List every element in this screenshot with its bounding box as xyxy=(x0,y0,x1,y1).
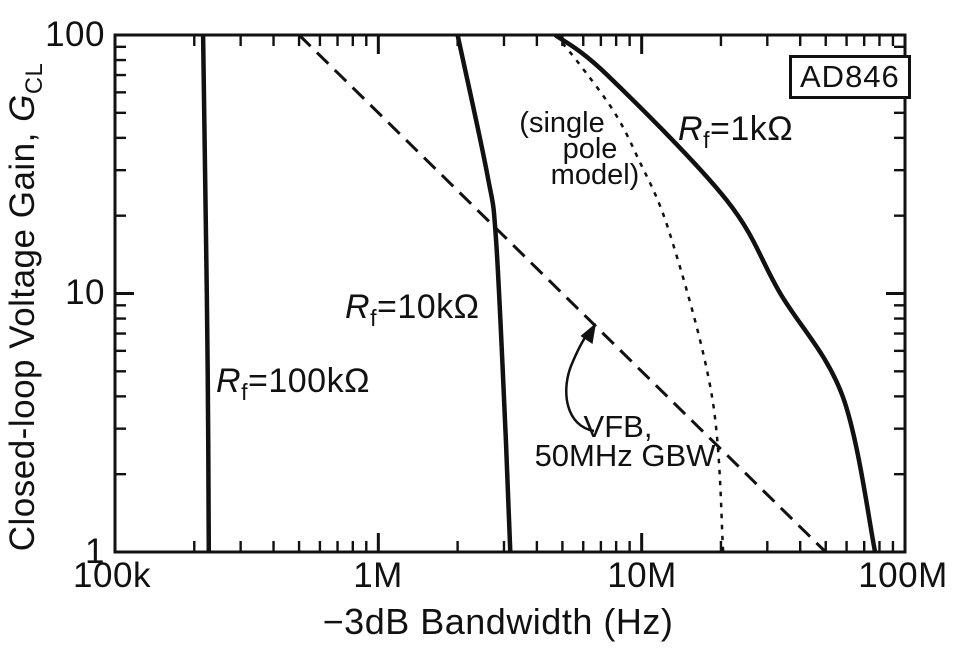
x-tick-10m: 10M xyxy=(607,556,677,595)
label-rf-10k: Rf=10kΩ xyxy=(345,288,480,331)
x-tick-1m: 1M xyxy=(353,556,403,595)
y-tick-1: 1 xyxy=(85,532,105,571)
single-pole-label-line2: pole xyxy=(562,133,618,165)
y-tick-10: 10 xyxy=(65,273,105,312)
ad846-badge: AD846 xyxy=(789,55,911,99)
data-curves xyxy=(200,33,878,554)
curve-rf-10k xyxy=(455,34,513,553)
x-axis-title: −3dB Bandwidth (Hz) xyxy=(322,601,674,642)
x-tick-100k: 100k xyxy=(73,556,151,595)
curve-vfb-50mhz-gbw xyxy=(298,33,827,554)
vfb-arrow xyxy=(565,323,596,433)
x-tick-100m: 100M xyxy=(858,556,948,595)
y-axis-title: Closed-loop Voltage Gain, GCL xyxy=(3,62,48,552)
vfb-label-line2: 50MHz GBW xyxy=(534,438,716,473)
single-pole-label-line1: (single xyxy=(519,107,605,139)
vfb-label-line1: VFB, xyxy=(583,409,653,444)
plot-frame xyxy=(113,33,907,554)
y-tick-100: 100 xyxy=(45,15,105,54)
single-pole-label-line3: model) xyxy=(550,159,640,191)
curve-rf-100k xyxy=(200,34,212,553)
curve-rf-1k xyxy=(553,33,878,553)
axis-ticks xyxy=(113,33,907,554)
label-rf-100k: Rf=100kΩ xyxy=(216,362,370,405)
label-rf-1k: Rf=1kΩ xyxy=(678,110,794,153)
